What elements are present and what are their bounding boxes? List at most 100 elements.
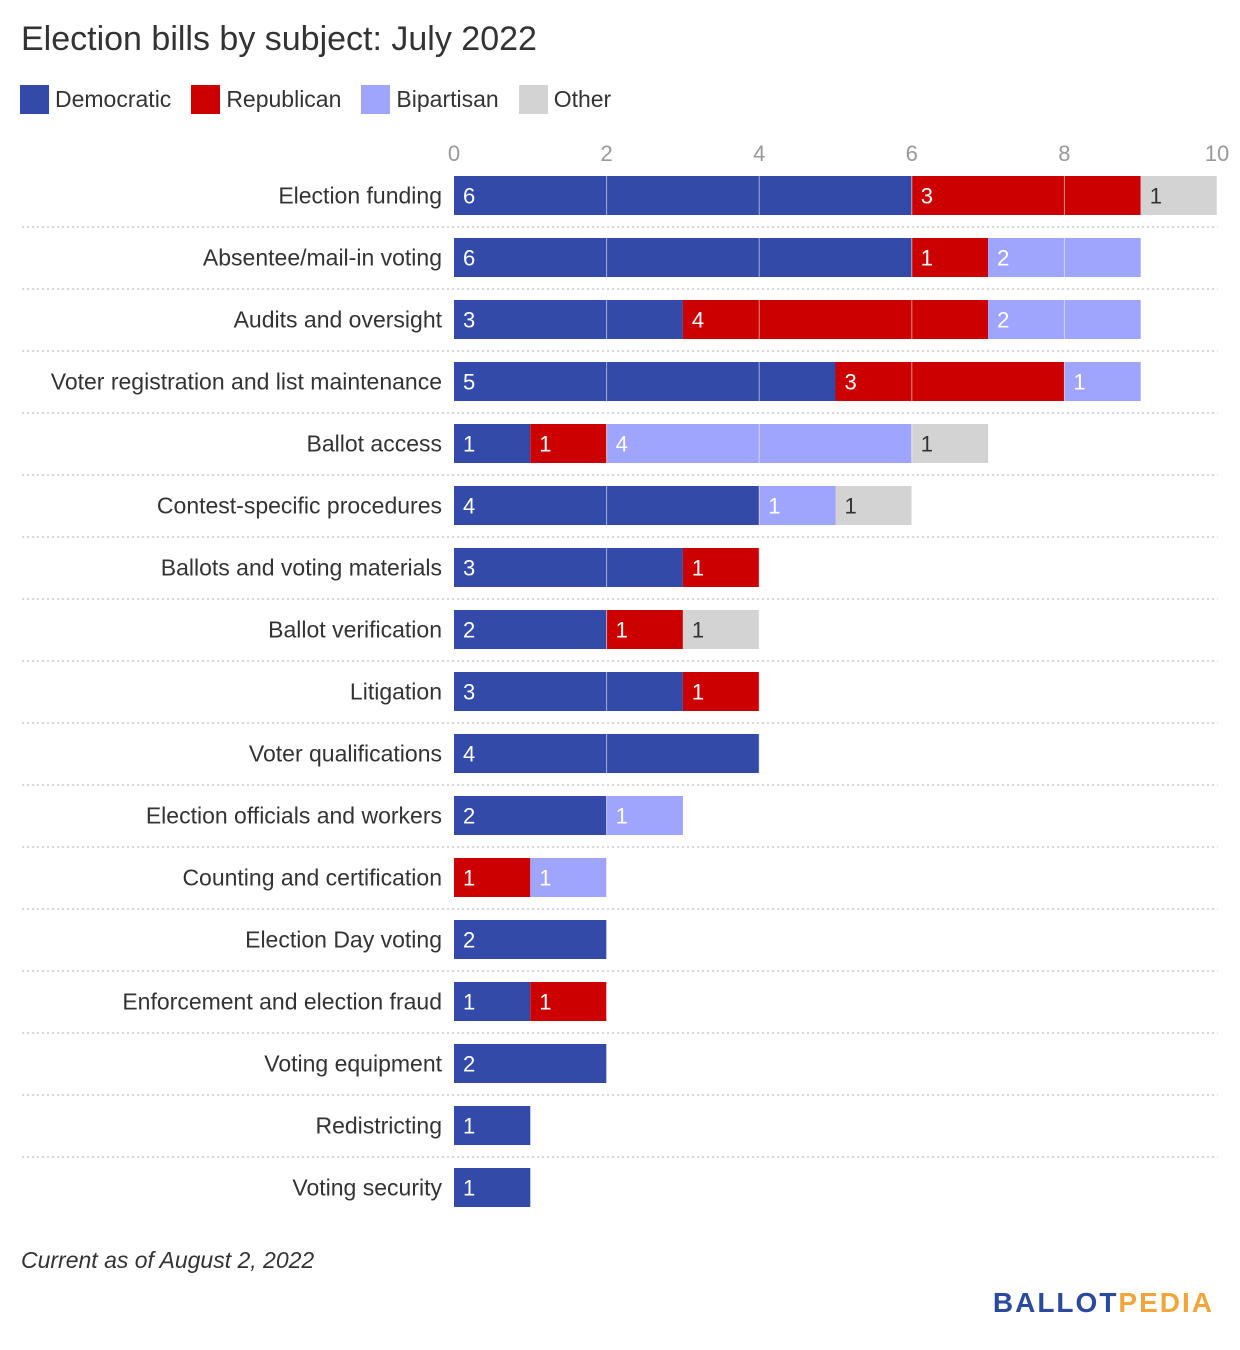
legend-item-bipartisan: Bipartisan [361,84,499,114]
legend-label-bipartisan: Bipartisan [396,85,499,112]
legend-swatch-republican [191,84,221,114]
data-label-republican-litigation: 1 [692,680,704,705]
bar-republican-ballot-verification [606,610,683,649]
bar-democratic-absentee-mail-in-voting [454,238,912,277]
data-label-democratic-litigation: 3 [463,680,475,705]
bar-other-ballot-verification [682,610,760,649]
data-label-other-ballot-verification: 1 [692,618,704,643]
bar-democratic-voting-equipment [454,1044,607,1083]
bar-republican-audits-and-oversight [682,300,989,339]
ballotpedia-logo: BALLOTPEDIA [993,1287,1214,1319]
legend-label-other: Other [553,85,612,112]
x-tick-label-0: 0 [448,141,460,166]
bar-republican-litigation [682,672,760,711]
category-label-ballots-and-voting-materials: Ballots and voting materials [161,555,442,581]
data-label-democratic-election-officials-and-workers: 2 [463,804,475,829]
logo-part-ballot: BALLOT [992,1287,1119,1318]
bar-other-ballot-access [911,424,989,463]
data-label-republican-enforcement-and-election-fraud: 1 [539,990,551,1015]
data-label-bipartisan-ballot-access: 4 [616,432,628,457]
bar-democratic-voter-registration-and-list-maintenance [454,362,836,401]
bar-democratic-election-day-voting [454,920,607,959]
bar-republican-enforcement-and-election-fraud [530,982,607,1021]
bar-democratic-election-officials-and-workers [454,796,607,835]
bar-republican-election-funding [911,176,1141,215]
bar-democratic-ballots-and-voting-materials [454,548,683,587]
category-label-election-officials-and-workers: Election officials and workers [146,803,442,829]
category-label-voting-equipment: Voting equipment [264,1051,442,1077]
data-label-democratic-voting-equipment: 2 [463,1052,475,1077]
logo-part-pedia: PEDIA [1118,1287,1214,1318]
category-label-election-funding: Election funding [278,183,442,209]
data-label-democratic-ballot-access: 1 [463,432,475,457]
x-tick-label-8: 8 [1058,141,1070,166]
bar-democratic-enforcement-and-election-fraud [454,982,531,1021]
category-label-redistricting: Redistricting [315,1113,442,1139]
data-label-bipartisan-voter-registration-and-list-maintenance: 1 [1073,370,1085,395]
data-label-republican-ballot-access: 1 [539,432,551,457]
legend-item-democratic: Democratic [20,84,172,114]
data-label-republican-counting-and-certification: 1 [463,866,475,891]
bar-republican-counting-and-certification [454,858,531,897]
category-label-ballot-verification: Ballot verification [268,617,442,643]
legend-item-republican: Republican [191,84,342,114]
bar-democratic-litigation [454,672,683,711]
data-label-democratic-voter-registration-and-list-maintenance: 5 [463,370,475,395]
category-label-contest-specific-procedures: Contest-specific procedures [157,493,442,519]
data-label-republican-ballots-and-voting-materials: 1 [692,556,704,581]
data-label-democratic-contest-specific-procedures: 4 [463,494,475,519]
data-label-bipartisan-audits-and-oversight: 2 [997,308,1009,333]
data-label-republican-election-funding: 3 [921,184,933,209]
data-label-democratic-enforcement-and-election-fraud: 1 [463,990,475,1015]
data-label-bipartisan-absentee-mail-in-voting: 2 [997,246,1009,271]
x-tick-label-10: 10 [1205,141,1229,166]
data-label-republican-audits-and-oversight: 4 [692,308,704,333]
legend-swatch-other [518,84,548,114]
bar-democratic-redistricting [454,1106,531,1145]
data-label-democratic-ballots-and-voting-materials: 3 [463,556,475,581]
category-label-ballot-access: Ballot access [306,431,442,457]
bar-bipartisan-voter-registration-and-list-maintenance [1064,362,1141,401]
data-label-democratic-ballot-verification: 2 [463,618,475,643]
data-label-republican-voter-registration-and-list-maintenance: 3 [845,370,857,395]
legend-item-other: Other [518,84,612,114]
legend: Democratic Republican Bipartisan Other [20,84,631,114]
bar-republican-voter-registration-and-list-maintenance [835,362,1065,401]
data-label-democratic-audits-and-oversight: 3 [463,308,475,333]
data-label-republican-absentee-mail-in-voting: 1 [921,246,933,271]
data-label-republican-ballot-verification: 1 [616,618,628,643]
data-label-bipartisan-contest-specific-procedures: 1 [768,494,780,519]
data-label-other-ballot-access: 1 [921,432,933,457]
bar-republican-ballot-access [530,424,607,463]
bar-democratic-ballot-verification [454,610,607,649]
data-label-democratic-voting-security: 1 [463,1176,475,1201]
bar-bipartisan-election-officials-and-workers [606,796,683,835]
data-label-democratic-election-day-voting: 2 [463,928,475,953]
category-label-election-day-voting: Election Day voting [245,927,442,953]
bar-bipartisan-counting-and-certification [530,858,607,897]
category-label-voter-registration-and-list-maintenance: Voter registration and list maintenance [51,369,442,395]
x-tick-label-4: 4 [753,141,765,166]
category-label-voting-security: Voting security [292,1175,442,1201]
data-label-other-contest-specific-procedures: 1 [845,494,857,519]
bar-other-election-funding [1140,176,1217,215]
data-label-bipartisan-election-officials-and-workers: 1 [616,804,628,829]
data-label-democratic-absentee-mail-in-voting: 6 [463,246,475,271]
bar-bipartisan-contest-specific-procedures [759,486,836,525]
category-label-absentee-mail-in-voting: Absentee/mail-in voting [203,245,442,271]
category-label-litigation: Litigation [350,679,442,705]
legend-label-republican: Republican [226,85,342,112]
data-label-democratic-voter-qualifications: 4 [463,742,475,767]
category-label-enforcement-and-election-fraud: Enforcement and election fraud [122,989,442,1015]
category-label-voter-qualifications: Voter qualifications [249,741,442,767]
legend-label-democratic: Democratic [55,85,172,112]
bar-democratic-election-funding [454,176,912,215]
chart-title: Election bills by subject: July 2022 [21,20,537,58]
bar-democratic-ballot-access [454,424,531,463]
data-label-democratic-redistricting: 1 [463,1114,475,1139]
category-label-audits-and-oversight: Audits and oversight [234,307,443,333]
category-label-counting-and-certification: Counting and certification [182,865,442,891]
data-label-other-election-funding: 1 [1150,184,1162,209]
bar-republican-absentee-mail-in-voting [911,238,989,277]
